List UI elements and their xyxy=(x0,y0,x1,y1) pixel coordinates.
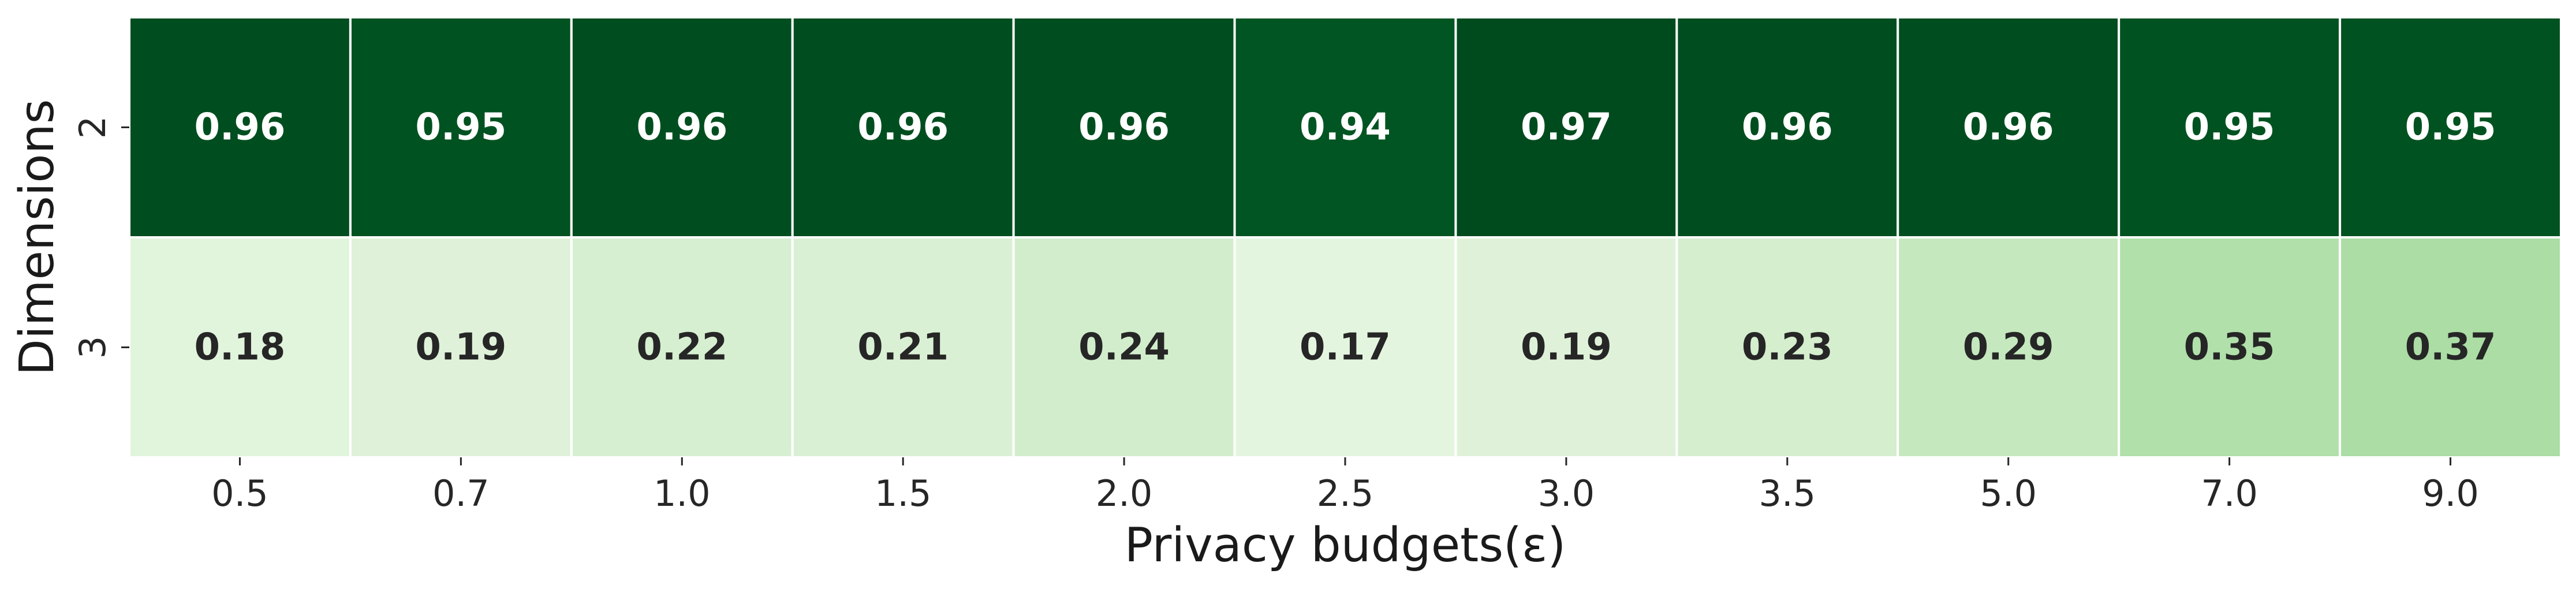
heatmap-cell-r1-c0 xyxy=(128,236,352,458)
heatmap-value-label-r0-c5: 0.94 xyxy=(1300,106,1391,149)
heatmap-value-label-r1-c5: 0.17 xyxy=(1300,326,1391,369)
heatmap-value-label-r1-c9: 0.35 xyxy=(2184,326,2275,369)
heatmap-cell-r1-c1 xyxy=(349,236,573,458)
heatmap-cell-r1-c8 xyxy=(1896,236,2120,458)
heatmap-cells: 0.96 0.95 0.96 0.96 0.96 0.94 0.97 0.96 0.96 0.95… xyxy=(128,16,2562,458)
heatmap-cell-r0-c0 xyxy=(128,16,352,238)
x-tick-label-5: 2.5 xyxy=(1317,472,1374,515)
y-tick-label-1: 3 xyxy=(72,336,114,359)
y-axis-ticks: 23 xyxy=(72,116,129,359)
heatmap-cell-r1-c6 xyxy=(1454,236,1678,458)
heatmap-cell-r1-c10 xyxy=(2339,236,2562,458)
x-tick-label-1: 0.7 xyxy=(432,472,490,515)
x-tick-label-0: 0.5 xyxy=(211,472,268,515)
heatmap-value-label-r1-c10: 0.37 xyxy=(2405,326,2496,369)
heatmap-cell-r0-c7 xyxy=(1675,16,1899,238)
heatmap-value-label-r1-c1: 0.19 xyxy=(415,326,506,369)
heatmap-value-label-r1-c2: 0.22 xyxy=(636,326,727,369)
x-tick-label-8: 5.0 xyxy=(1980,472,2037,515)
y-axis-title: Dimensions xyxy=(10,99,65,376)
x-axis-ticks: 0.5 0.7 1.0 1.5 2.0 2.5 3.0 3.5 5.0 7.0 9.0 xyxy=(211,457,2479,515)
x-tick-label-9: 7.0 xyxy=(2201,472,2258,515)
heatmap-value-label-r0-c2: 0.96 xyxy=(636,106,727,149)
heatmap-value-label-r0-c10: 0.95 xyxy=(2405,106,2496,149)
heatmap-cell-r0-c4 xyxy=(1012,16,1236,238)
heatmap-value-label-r0-c7: 0.96 xyxy=(1742,106,1833,149)
heatmap-cell-r1-c2 xyxy=(570,236,794,458)
heatmap-value-label-r0-c8: 0.96 xyxy=(1963,106,2054,149)
heatmap-value-label-r1-c4: 0.24 xyxy=(1078,326,1170,369)
heatmap-cell-r1-c7 xyxy=(1675,236,1899,458)
x-tick-label-10: 9.0 xyxy=(2422,472,2479,515)
heatmap-cell-r0-c1 xyxy=(349,16,573,238)
x-tick-label-7: 3.5 xyxy=(1759,472,1816,515)
heatmap-cell-r0-c10 xyxy=(2339,16,2562,238)
heatmap-cell-r1-c9 xyxy=(2118,236,2342,458)
heatmap-value-label-r0-c0: 0.96 xyxy=(195,106,286,149)
heatmap-value-label-r1-c0: 0.18 xyxy=(195,326,286,369)
x-axis-title: Privacy budgets(ε) xyxy=(1125,518,1566,573)
heatmap-value-label-r1-c6: 0.19 xyxy=(1521,326,1612,369)
heatmap-cell-r1-c5 xyxy=(1233,236,1457,458)
heatmap-value-label-r0-c1: 0.95 xyxy=(415,106,506,149)
heatmap-value-label-r1-c3: 0.21 xyxy=(857,326,949,369)
heatmap-value-label-r0-c6: 0.97 xyxy=(1521,106,1612,149)
heatmap-cell-r1-c4 xyxy=(1012,236,1236,458)
x-tick-label-2: 1.0 xyxy=(654,472,711,515)
x-tick-label-3: 1.5 xyxy=(875,472,932,515)
heatmap-value-label-r0-c3: 0.96 xyxy=(857,106,949,149)
heatmap-value-label-r0-c9: 0.95 xyxy=(2184,106,2275,149)
heatmap-cell-r0-c5 xyxy=(1233,16,1457,238)
heatmap-value-label-r1-c7: 0.23 xyxy=(1742,326,1833,369)
x-tick-label-4: 2.0 xyxy=(1096,472,1153,515)
heatmap-cell-r0-c3 xyxy=(791,16,1015,238)
heatmap-value-label-r0-c4: 0.96 xyxy=(1078,106,1170,149)
heatmap-cell-r0-c9 xyxy=(2118,16,2342,238)
heatmap-value-label-r1-c8: 0.29 xyxy=(1963,326,2054,369)
y-tick-label-0: 2 xyxy=(72,116,114,139)
x-tick-label-6: 3.0 xyxy=(1538,472,1595,515)
heatmap-cell-r0-c2 xyxy=(570,16,794,238)
heatmap-cell-r1-c3 xyxy=(791,236,1015,458)
